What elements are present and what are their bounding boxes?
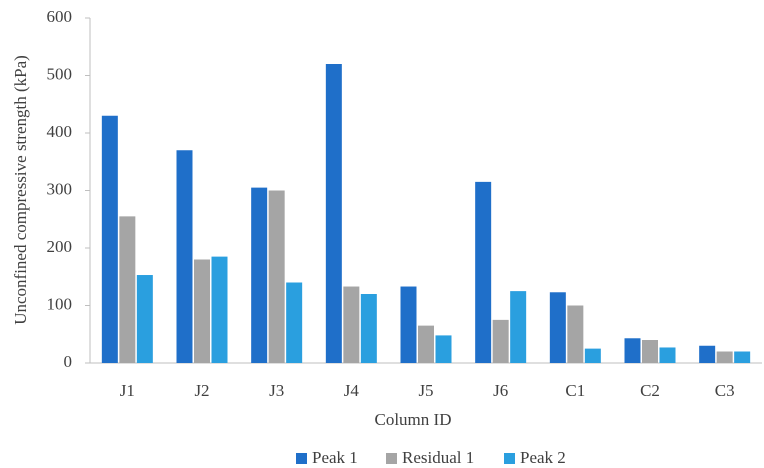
y-tick-label: 500 <box>47 64 73 83</box>
bar <box>659 347 676 363</box>
x-tick-label: C2 <box>640 381 660 400</box>
y-tick-label: 600 <box>47 7 73 26</box>
bar <box>510 291 527 363</box>
bar <box>418 325 434 363</box>
legend-label: Residual 1 <box>402 448 474 467</box>
legend-swatch <box>504 453 515 464</box>
legend-swatch <box>296 453 307 464</box>
x-tick-label: J3 <box>269 381 284 400</box>
bar <box>475 181 492 363</box>
bar <box>101 115 118 363</box>
bar <box>699 345 716 363</box>
bar <box>734 351 751 363</box>
x-tick-label: J1 <box>120 381 135 400</box>
y-axis-label: Unconfined compressive strength (kPa) <box>11 55 30 325</box>
bar <box>567 305 584 363</box>
y-tick-label: 200 <box>47 237 73 256</box>
legend-label: Peak 2 <box>520 448 566 467</box>
legend-swatch <box>386 453 397 464</box>
y-tick-label: 100 <box>47 294 73 313</box>
bar <box>176 150 193 363</box>
x-tick-label: J4 <box>344 381 360 400</box>
x-axis-label: Column ID <box>375 410 452 429</box>
legend-label: Peak 1 <box>312 448 358 467</box>
x-tick-label: C1 <box>565 381 585 400</box>
bar <box>400 286 417 363</box>
x-tick-label: J6 <box>493 381 508 400</box>
bar <box>194 259 210 363</box>
bar <box>642 340 658 363</box>
bar <box>716 351 733 363</box>
bar <box>343 286 360 363</box>
bar <box>119 216 136 363</box>
bar <box>211 256 228 363</box>
bar <box>435 335 452 363</box>
bar <box>360 294 377 363</box>
bar <box>286 282 303 363</box>
bar <box>549 292 566 363</box>
bar <box>492 319 509 363</box>
x-tick-label: J5 <box>418 381 433 400</box>
bar <box>251 187 268 363</box>
y-tick-label: 400 <box>47 122 73 141</box>
bar <box>325 64 342 363</box>
y-tick-label: 0 <box>64 352 73 371</box>
bar <box>268 190 285 363</box>
y-tick-label: 300 <box>47 179 73 198</box>
x-tick-label: J2 <box>194 381 209 400</box>
bar <box>624 338 641 363</box>
bar <box>136 275 153 363</box>
x-tick-label: C3 <box>715 381 735 400</box>
bar <box>584 348 601 363</box>
